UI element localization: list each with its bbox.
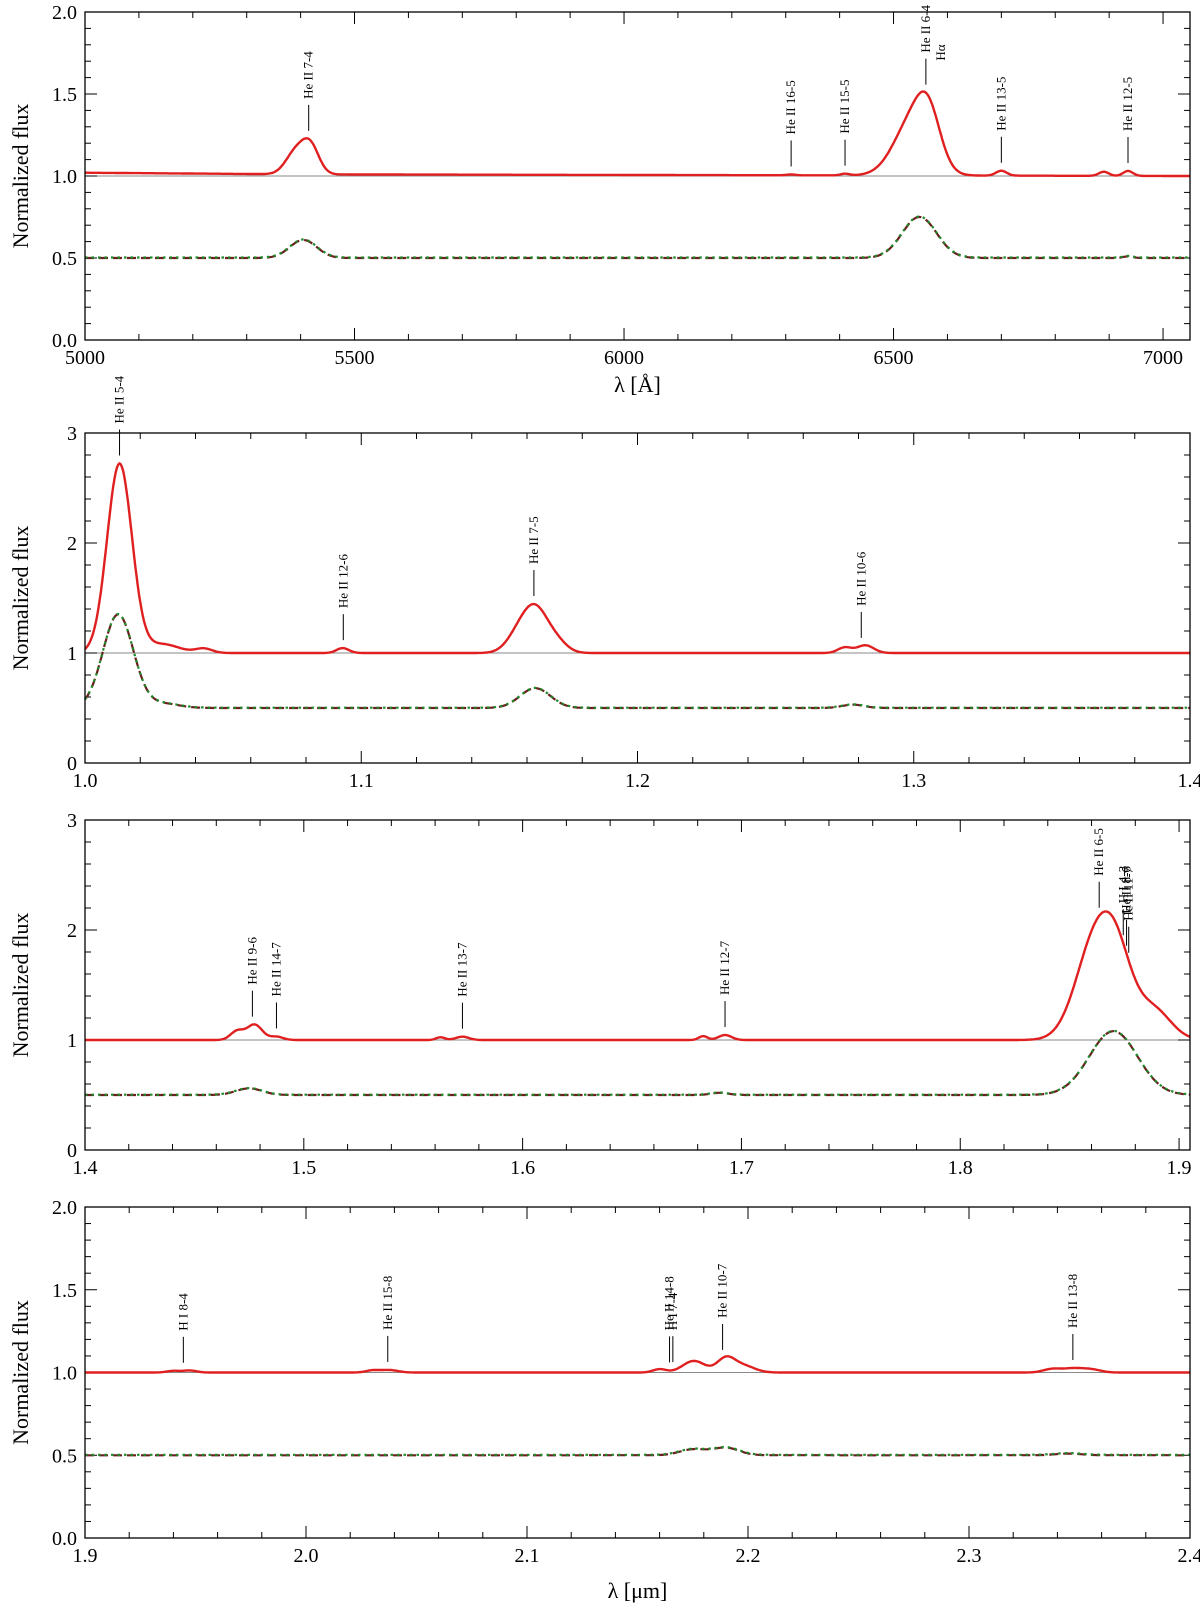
x-tick-label: 1.4	[1178, 770, 1200, 792]
line-id-label: He II 15-5	[837, 80, 852, 134]
x-tick-label: 1.4	[73, 1157, 98, 1179]
x-axis-title: λ [Å]	[614, 372, 661, 397]
y-tick-label: 3	[67, 810, 77, 832]
observed-spectrum-line	[85, 910, 1191, 1042]
x-tick-label: 1.8	[948, 1157, 973, 1179]
axes-frame	[84, 432, 1191, 764]
x-tick-label: 6500	[874, 347, 914, 369]
y-tick-label: 0.5	[52, 1445, 77, 1467]
y-tick-label: 0.0	[52, 1528, 77, 1550]
line-id-label: He II 9-6	[244, 936, 259, 984]
model-dotted-line	[85, 1029, 1191, 1096]
y-tick-label: 3	[67, 423, 77, 445]
line-id-label: He II 10-7	[715, 1263, 730, 1318]
x-tick-label: 2.1	[515, 1545, 540, 1567]
observed-spectrum-line	[85, 90, 1190, 178]
y-tick-label: 1.5	[52, 1280, 77, 1302]
axes-frame	[84, 11, 1191, 341]
x-tick-label: 2.4	[1178, 1545, 1200, 1567]
y-tick-label: 2	[67, 533, 77, 555]
line-id-label: He II 10-6	[853, 551, 868, 606]
x-axis-title: λ [μm]	[608, 1578, 668, 1603]
line-id-label: He II 12-6	[335, 554, 350, 609]
x-tick-label: 5000	[65, 347, 105, 369]
line-id-label: He II 7-5	[526, 516, 541, 564]
x-tick-label: 1.1	[349, 770, 374, 792]
y-tick-label: 1	[67, 643, 77, 665]
y-tick-label: 1.5	[52, 84, 77, 106]
observed-spectrum-line	[84, 462, 1190, 655]
x-tick-label: 6000	[604, 347, 644, 369]
x-tick-label: 5500	[335, 347, 375, 369]
y-tick-label: 1	[67, 1030, 77, 1052]
axes-frame	[84, 819, 1191, 1151]
x-tick-label: 2.3	[957, 1545, 982, 1567]
line-id-label: He II 13-7	[454, 942, 469, 997]
model-dashed-line	[84, 613, 1190, 710]
x-tick-label: 1.5	[291, 1157, 316, 1179]
line-id-label: He II 6-4	[918, 5, 933, 53]
line-id-label: He II 11-7	[1121, 867, 1136, 921]
panel-4: 1.9 2.0 2.1 2.2 2.3 2.4 0.0 0.5 1.0 1.5 2.0 Normali…	[8, 1197, 1200, 1603]
y-tick-label: 2	[67, 920, 77, 942]
line-id-label: He II 8-6	[1119, 866, 1134, 914]
x-tick-label: 1.0	[73, 770, 98, 792]
line-id-label: He II 7-4	[301, 51, 316, 99]
x-tick-label: 1.9	[1167, 1157, 1192, 1179]
model-dotted-line	[85, 215, 1190, 259]
x-tick-label: 2.2	[736, 1545, 761, 1567]
x-tick-label: 2.0	[294, 1545, 319, 1567]
x-tick-label: 1.7	[729, 1157, 754, 1179]
axes-frame	[84, 1206, 1191, 1539]
y-tick-label: 2.0	[52, 1197, 77, 1219]
line-id-label: He II 13-8	[1065, 1274, 1080, 1328]
panel-2: 1.0 1.1 1.2 1.3 1.4 0 1 2 3 Normalized flux He II …	[8, 375, 1200, 792]
line-id-label: He II 16-5	[783, 80, 798, 134]
y-axis-title: Normalized flux	[8, 104, 33, 249]
y-tick-label: 0	[67, 1140, 77, 1162]
model-dotted-line	[84, 612, 1190, 709]
y-tick-label: 0	[67, 753, 77, 775]
line-id-label: H I 4-3	[1115, 866, 1130, 904]
x-tick-label: 1.9	[73, 1545, 98, 1567]
line-id-label: He II 14-7	[268, 942, 283, 997]
line-id-label: He II 12-7	[717, 940, 732, 995]
panel-1: 5000 5500 6000 6500 7000 0.0 0.5 1.0 1.5 2.0 Norma…	[8, 2, 1191, 397]
x-tick-label: 1.3	[901, 770, 926, 792]
y-tick-label: 1.0	[52, 1363, 77, 1385]
y-tick-label: 0.5	[52, 248, 77, 270]
x-tick-label: 1.6	[510, 1157, 535, 1179]
line-id-label: He II 5-4	[112, 375, 127, 423]
x-tick-label: 7000	[1143, 347, 1183, 369]
y-axis-title: Normalized flux	[8, 913, 33, 1058]
y-tick-label: 1.0	[52, 166, 77, 188]
line-id-label: He II 12-5	[1120, 77, 1135, 131]
y-axis-title: Normalized flux	[8, 526, 33, 671]
line-id-label: H I 7-4	[665, 1292, 680, 1330]
observed-spectrum-line	[85, 1355, 1190, 1374]
line-id-label: H I 8-4	[175, 1293, 190, 1331]
line-id-label: He II 6-5	[1091, 828, 1106, 876]
y-axis-title: Normalized flux	[8, 1300, 33, 1445]
panel-3: 1.4 1.5 1.6 1.7 1.8 1.9 0 1 2 3 Normalized flux He …	[8, 810, 1192, 1179]
y-tick-label: 2.0	[52, 2, 77, 24]
line-id-label-secondary: Hα	[933, 44, 948, 60]
x-tick-label: 1.2	[625, 770, 650, 792]
model-dotted-line	[85, 1445, 1190, 1456]
model-dashed-line	[85, 215, 1190, 260]
line-id-label: He II 14-8	[662, 1276, 677, 1330]
y-tick-label: 0.0	[52, 330, 77, 352]
line-id-label: He II 13-5	[993, 77, 1008, 131]
line-id-label: He II 15-8	[380, 1276, 395, 1330]
